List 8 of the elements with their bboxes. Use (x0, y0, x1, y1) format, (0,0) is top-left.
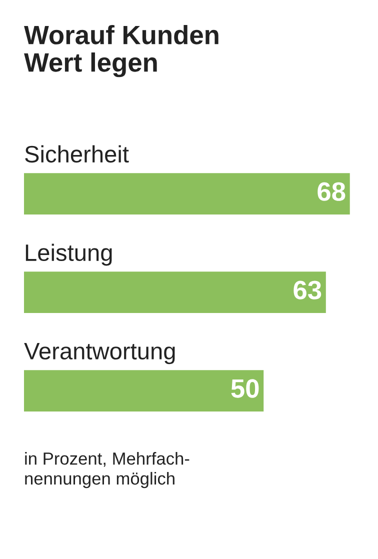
text: in Prozent, Mehrfach- nennungen möglich (25, 452, 190, 488)
y-tick-label: Sicherheit (25, 145, 129, 163)
y-tick-label: Leistung (26, 244, 112, 266)
data-label: 50 (231, 379, 259, 398)
y-tick-label: Verantwortung (24, 343, 175, 364)
data-label: 68 (318, 182, 346, 201)
chart-title: Worauf Kunden Wert legen (24, 25, 218, 78)
data-label: 63 (294, 280, 322, 300)
